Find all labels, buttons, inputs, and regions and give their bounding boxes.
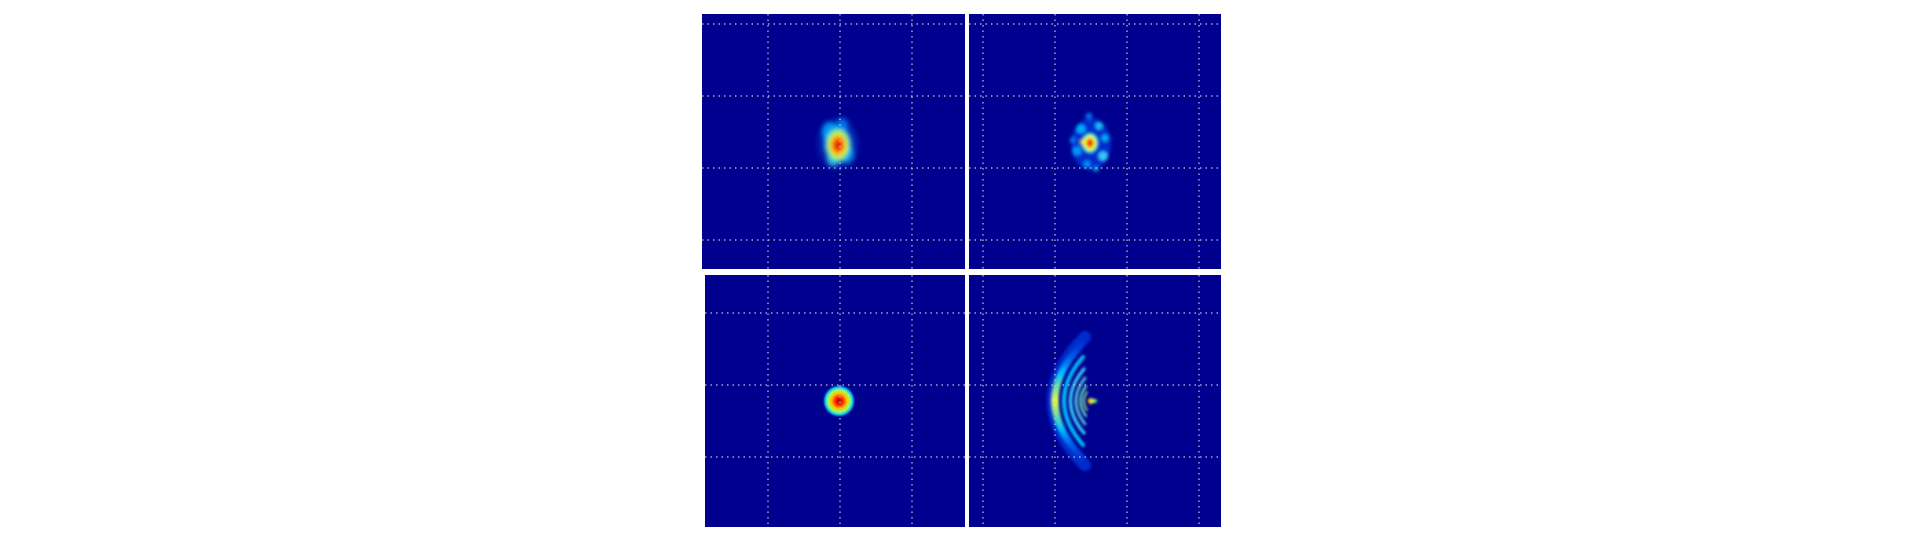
grid-lines [705,275,965,527]
panel-top-left-measured-spot [702,14,965,269]
speckle-spot [1069,112,1111,172]
grid-lines [969,275,1221,527]
panel-bottom-right-image [969,275,1221,527]
arc-center [1088,398,1097,404]
grid-lines [702,14,965,269]
gaussian-spot [822,384,856,418]
panel-top-left-image [702,14,965,269]
panel-bottom-left-image [705,275,965,527]
panel-bottom-right-arc-pattern [969,275,1221,527]
panel-top-right-image [969,14,1221,269]
grid-lines [969,14,1221,269]
panel-bottom-left-simulated-spot [705,275,965,527]
panel-top-right-speckled-spot [969,14,1221,269]
focal-spot [812,112,864,176]
arc-fringes [1047,331,1091,471]
